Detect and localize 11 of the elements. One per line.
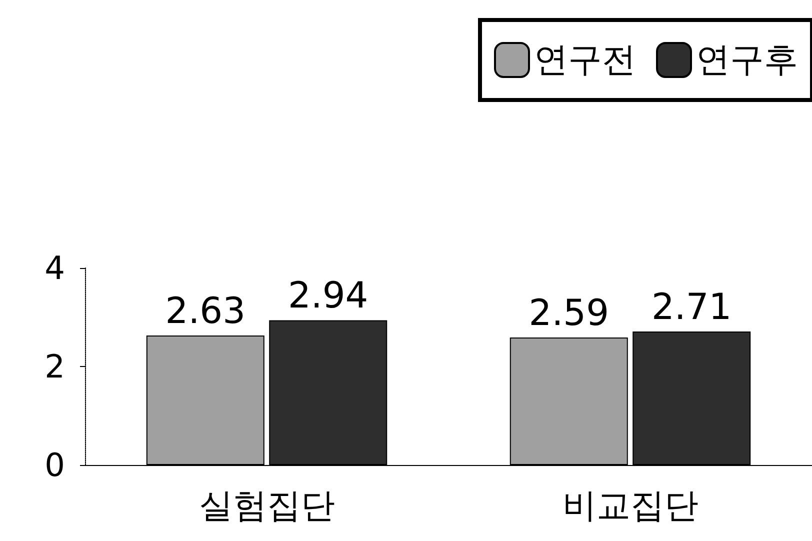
data-label: 2.59 xyxy=(528,292,609,334)
data-label: 2.63 xyxy=(165,290,246,332)
x-tick-label: 실험집단 xyxy=(198,486,335,526)
data-label: 2.71 xyxy=(652,287,732,328)
legend-label: 연구전 xyxy=(534,40,636,80)
legend-label: 연구후 xyxy=(696,40,798,80)
y-tick-label: 4 xyxy=(44,249,65,287)
y-tick-label: 2 xyxy=(44,348,65,386)
x-tick-label: 비교집단 xyxy=(562,486,698,526)
data-label: 2.94 xyxy=(288,276,368,317)
y-tick-label: 0 xyxy=(44,446,65,484)
